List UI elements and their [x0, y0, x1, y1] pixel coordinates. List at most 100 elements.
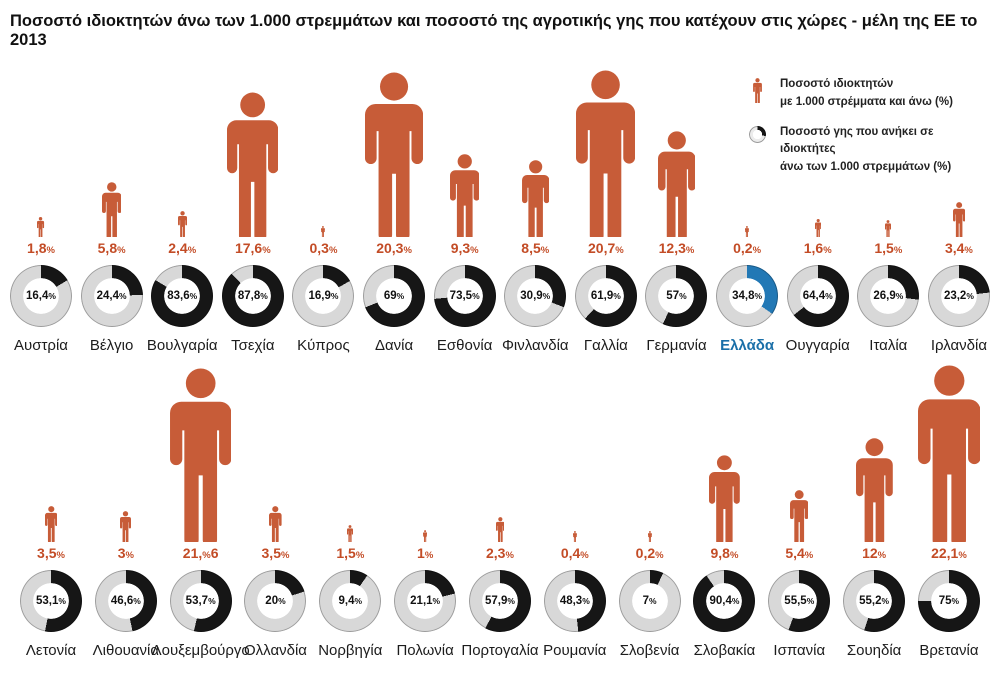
land-donut-chart: 7% [618, 570, 681, 632]
person-figure [467, 354, 533, 542]
land-donut-chart: 24,4% [80, 265, 143, 327]
country-name: Σλοβακία [693, 642, 756, 659]
land-donut-chart: 75% [917, 570, 980, 632]
person-figure [8, 52, 74, 237]
country-name: Λιθουανία [92, 642, 160, 659]
legend-owners-entry: Ποσοστό ιδιοκτητών με 1.000 στρέμματα κα… [744, 76, 992, 112]
person-figure [573, 52, 639, 237]
owners-percent-label: 1% [417, 545, 434, 561]
country-name: Βουλγαρία [146, 337, 218, 354]
person-figure [18, 354, 84, 542]
country-name: Τσεχία [231, 337, 275, 354]
donut-icon [748, 125, 766, 143]
country-column: 8,5% 30,9% Φινλανδία [501, 52, 569, 354]
owners-percent-label: 2,4% [168, 240, 197, 256]
country-column: 2,4% 83,6% Βουλγαρία [146, 52, 218, 354]
country-name: Ουγγαρία [785, 337, 850, 354]
person-figure [766, 354, 832, 542]
land-donut-chart: 53,7% [169, 570, 232, 632]
land-percent-label: 55,5% [784, 595, 815, 607]
owners-percent-label: 8,5% [521, 240, 550, 256]
owners-percent-label: 12,3% [658, 240, 695, 256]
land-percent-label: 16,4% [26, 290, 56, 302]
land-percent-label: 24,4% [96, 290, 127, 302]
land-donut-chart: 83,6% [151, 265, 214, 327]
country-name: Πολωνία [396, 642, 454, 659]
land-percent-label: 75% [938, 595, 960, 607]
legend-owners-text: Ποσοστό ιδιοκτητών με 1.000 στρέμματα κα… [780, 76, 953, 112]
land-donut-chart: 21,1% [394, 570, 457, 632]
person-figure [691, 354, 757, 542]
country-name: Ρουμανία [543, 642, 607, 659]
land-percent-label: 64,4% [802, 290, 833, 302]
land-percent-label: 69% [383, 290, 405, 302]
country-column: 3% 46,6% Λιθουανία [93, 354, 159, 659]
person-figure [361, 52, 427, 237]
person-figure [149, 52, 215, 237]
country-name: Σουηδία [846, 642, 902, 659]
country-column: 1,8% 16,4% Αυστρία [8, 52, 74, 354]
owners-percent-label: 0,4% [560, 545, 589, 561]
country-name: Αυστρία [14, 337, 68, 354]
land-donut-chart: 57% [645, 265, 708, 327]
land-percent-label: 61,9% [590, 290, 621, 302]
land-donut-chart: 46,6% [94, 570, 157, 632]
land-percent-label: 26,9% [873, 290, 904, 302]
owners-percent-label: 3,4% [944, 240, 973, 256]
owners-percent-label: 3,5% [37, 545, 65, 561]
country-name: Κύπρος [297, 337, 350, 354]
person-figure [432, 52, 498, 237]
country-name: Ολλανδία [244, 642, 307, 659]
land-percent-label: 30,9% [520, 290, 551, 302]
land-percent-label: 57% [666, 290, 687, 302]
country-column: 20,3% 69% Δανία [361, 52, 427, 354]
country-name: Γαλλία [583, 337, 628, 354]
land-donut-chart: 48,3% [543, 570, 606, 632]
country-column: 22,1% 75% Βρετανία [916, 354, 982, 659]
legend-owners-line2: με 1.000 στρέμματα και άνω (%) [780, 95, 953, 108]
owners-percent-label: 1,5% [874, 240, 903, 256]
land-percent-label: 46,6% [110, 595, 141, 607]
land-donut-chart: 30,9% [504, 265, 567, 327]
country-name: Πορτογαλία [461, 642, 539, 659]
land-donut-chart: 90,4% [693, 570, 756, 632]
owners-percent-label: 3% [117, 545, 134, 561]
person-figure [785, 52, 851, 237]
owners-percent-label: 12% [862, 545, 887, 561]
country-name: Βέλγιο [89, 337, 134, 354]
country-column: 0,4% 48,3% Ρουμανία [542, 354, 608, 659]
land-donut-chart: 55,2% [843, 570, 906, 632]
country-column: 0,2% 34,8% Ελλάδα [714, 52, 780, 354]
country-name: Βρετανία [919, 642, 979, 659]
person-figure [317, 354, 383, 542]
land-percent-label: 53,7% [185, 595, 216, 607]
owners-percent-label: 3,5% [261, 545, 290, 561]
owners-percent-label: 0,3% [309, 240, 338, 256]
person-figure [392, 354, 458, 542]
person-figure [242, 354, 308, 542]
owners-percent-label: 9,8% [710, 545, 739, 561]
owners-percent-label: 0,2% [733, 240, 762, 256]
land-donut-chart: 16,4% [10, 265, 72, 327]
countries-row-2: 3,5% 53,1% Λετονία 3% 46,6% Λιθουανία 21,%6 53,… [0, 354, 1000, 659]
land-donut-chart: 34,8% [716, 265, 779, 327]
land-donut-chart: 87,8% [221, 265, 284, 327]
legend-land-line2: άνω των 1.000 στρεμμάτων (%) [780, 161, 952, 174]
land-percent-label: 34,8% [732, 290, 763, 302]
land-donut-chart: 26,9% [857, 265, 920, 327]
person-figure [916, 354, 982, 542]
land-donut-chart: 9,4% [319, 570, 382, 632]
land-donut-chart: 53,1% [20, 570, 82, 632]
owners-percent-label: 1,5% [336, 545, 365, 561]
country-name: Φινλανδία [501, 337, 569, 354]
country-column: 3,5% 53,1% Λετονία [18, 354, 84, 659]
land-donut-chart: 16,9% [292, 265, 355, 327]
person-figure [643, 52, 709, 237]
person-figure [926, 52, 992, 237]
land-percent-label: 55,2% [859, 595, 890, 607]
countries-row-1: 1,8% 16,4% Αυστρία 5,8% 24,4% Βέλγιο 2,4% 83,6%… [0, 52, 1000, 354]
owners-percent-label: 20,7% [588, 240, 624, 256]
person-icon [744, 76, 770, 103]
person-figure [290, 52, 356, 237]
